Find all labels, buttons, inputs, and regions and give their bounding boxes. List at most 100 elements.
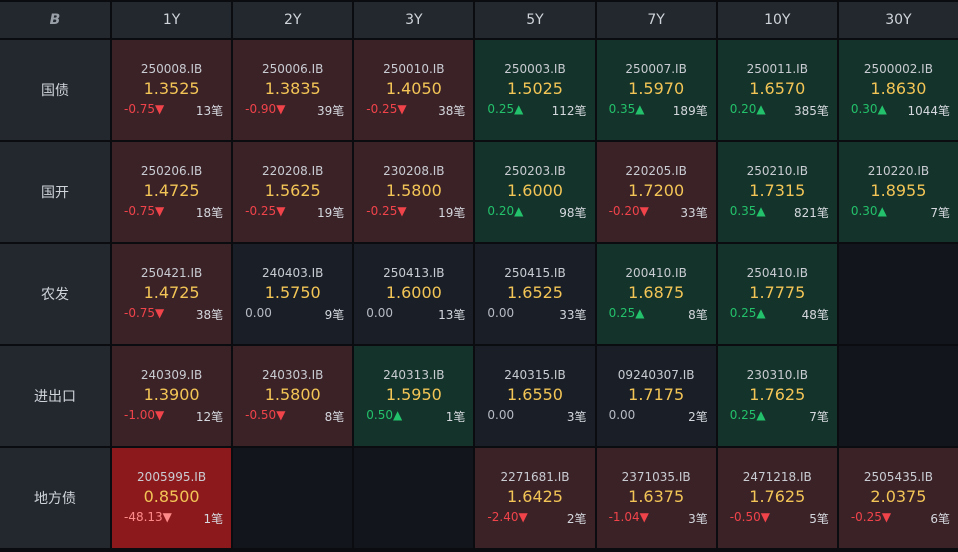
bond-code: 2471218.IB xyxy=(742,469,812,484)
empty-cell xyxy=(838,244,958,344)
row-label[interactable]: 进出口 xyxy=(0,346,110,446)
bond-cell[interactable]: 240403.IB 1.5750 0.00 9笔 xyxy=(233,244,353,344)
bond-meta: -2.40▼ 2笔 xyxy=(475,510,594,527)
bond-cell[interactable]: 250006.IB 1.3835 -0.90▼ 39笔 xyxy=(233,40,353,140)
bond-yield: 2.0375 xyxy=(870,486,927,506)
bond-code: 230208.IB xyxy=(383,163,445,178)
bond-code: 250203.IB xyxy=(504,163,566,178)
yield-change: 0.00 xyxy=(487,407,515,422)
bond-yield: 1.4050 xyxy=(385,78,442,98)
bond-cell[interactable]: 220205.IB 1.7200 -0.20▼ 33笔 xyxy=(596,142,716,242)
bond-cell[interactable]: 250206.IB 1.4725 -0.75▼ 18笔 xyxy=(112,142,232,242)
bond-cell[interactable]: 250003.IB 1.5025 0.25▲ 112笔 xyxy=(475,40,595,140)
bond-code: 250006.IB xyxy=(262,61,324,76)
row-label[interactable]: 国开 xyxy=(0,142,110,242)
bond-meta: 0.25▲ 8笔 xyxy=(597,306,716,323)
bond-meta: 0.50▲ 1笔 xyxy=(354,408,473,425)
bond-meta: 0.30▲ 1044笔 xyxy=(839,102,958,119)
bond-cell[interactable]: 250011.IB 1.6570 0.20▲ 385笔 xyxy=(717,40,837,140)
bond-code: 250011.IB xyxy=(746,61,808,76)
trade-count: 18笔 xyxy=(195,205,224,220)
bond-meta: -1.04▼ 3笔 xyxy=(597,510,716,527)
row-label[interactable]: 国债 xyxy=(0,40,110,140)
bond-meta: 0.35▲ 821笔 xyxy=(718,204,837,221)
empty-cell xyxy=(233,448,353,548)
trade-count: 1笔 xyxy=(203,511,224,526)
trade-count: 38笔 xyxy=(438,103,466,118)
bond-yield: 1.6000 xyxy=(385,282,442,302)
bond-cell[interactable]: 2371035.IB 1.6375 -1.04▼ 3笔 xyxy=(596,448,716,548)
bond-yield: 1.5800 xyxy=(264,384,321,404)
tenor-header-2y[interactable]: 2Y xyxy=(233,2,353,38)
bond-cell[interactable]: 2505435.IB 2.0375 -0.25▼ 6笔 xyxy=(838,448,958,548)
bond-code: 250003.IB xyxy=(504,61,566,76)
bond-yield: 1.6550 xyxy=(507,384,563,404)
bond-cell[interactable]: 220208.IB 1.5625 -0.25▼ 19笔 xyxy=(233,142,353,242)
tenor-header-7y[interactable]: 7Y xyxy=(596,2,716,38)
trade-count: 13笔 xyxy=(438,307,466,322)
bond-cell[interactable]: 240315.IB 1.6550 0.00 3笔 xyxy=(475,346,595,446)
bond-cell[interactable]: 250413.IB 1.6000 0.00 13笔 xyxy=(354,244,474,344)
bond-cell[interactable]: 250421.IB 1.4725 -0.75▼ 38笔 xyxy=(112,244,232,344)
bond-yield: 1.7315 xyxy=(749,180,806,200)
bond-meta: -0.50▼ 5笔 xyxy=(718,510,837,527)
trade-count: 33笔 xyxy=(559,307,587,322)
bond-meta: 0.00 33笔 xyxy=(475,306,594,323)
bond-cell[interactable]: 250007.IB 1.5970 0.35▲ 189笔 xyxy=(596,40,716,140)
bond-cell[interactable]: 250203.IB 1.6000 0.20▲ 98笔 xyxy=(475,142,595,242)
tenor-header-10y[interactable]: 10Y xyxy=(717,2,837,38)
bond-cell[interactable]: 2271681.IB 1.6425 -2.40▼ 2笔 xyxy=(475,448,595,548)
bond-cell[interactable]: 250410.IB 1.7775 0.25▲ 48笔 xyxy=(717,244,837,344)
yield-change: -48.13▼ xyxy=(124,509,172,524)
bond-cell[interactable]: 210220.IB 1.8955 0.30▲ 7笔 xyxy=(838,142,958,242)
bond-cell[interactable]: 09240307.IB 1.7175 0.00 2笔 xyxy=(596,346,716,446)
row-label[interactable]: 地方债 xyxy=(0,448,110,548)
bond-cell[interactable]: 240313.IB 1.5950 0.50▲ 1笔 xyxy=(354,346,474,446)
brand-logo-icon: B xyxy=(49,12,61,28)
bond-meta: 0.20▲ 98笔 xyxy=(475,204,594,221)
trade-count: 39笔 xyxy=(317,103,345,118)
tenor-header-30y[interactable]: 30Y xyxy=(838,2,958,38)
trade-count: 19笔 xyxy=(317,205,345,220)
bond-code: 240313.IB xyxy=(383,367,445,382)
bond-cell[interactable]: 230208.IB 1.5800 -0.25▼ 19笔 xyxy=(354,142,474,242)
bond-yield: 1.7625 xyxy=(749,486,806,506)
bond-yield: 1.3525 xyxy=(143,78,200,98)
trade-count: 5笔 xyxy=(809,511,829,526)
bond-yield: 1.6525 xyxy=(507,282,563,302)
bond-cell[interactable]: 200410.IB 1.6875 0.25▲ 8笔 xyxy=(596,244,716,344)
tenor-header-1y[interactable]: 1Y xyxy=(112,2,232,38)
bond-cell[interactable]: 250010.IB 1.4050 -0.25▼ 38笔 xyxy=(354,40,474,140)
yield-change: -0.75▼ xyxy=(124,101,165,116)
bond-cell[interactable]: 2005995.IB 0.8500 -48.13▼ 1笔 xyxy=(112,448,232,548)
bond-yield: 1.4725 xyxy=(143,282,200,302)
bond-cell[interactable]: 230310.IB 1.7625 0.25▲ 7笔 xyxy=(717,346,837,446)
yield-change: -1.04▼ xyxy=(608,509,649,524)
yield-change: 0.25▲ xyxy=(729,407,766,422)
bond-yield: 1.8955 xyxy=(870,180,927,200)
bond-cell[interactable]: 2500002.IB 1.8630 0.30▲ 1044笔 xyxy=(838,40,958,140)
bond-cell[interactable]: 250008.IB 1.3525 -0.75▼ 13笔 xyxy=(112,40,232,140)
bond-code: 240403.IB xyxy=(262,265,324,280)
yield-change: 0.00 xyxy=(245,305,272,320)
bond-yield: 1.5625 xyxy=(264,180,321,200)
bond-meta: -0.25▼ 19笔 xyxy=(233,204,352,221)
bond-meta: -0.25▼ 38笔 xyxy=(354,102,473,119)
bond-meta: -0.25▼ 6笔 xyxy=(839,510,958,527)
bond-cell[interactable]: 2471218.IB 1.7625 -0.50▼ 5笔 xyxy=(717,448,837,548)
bond-cell[interactable]: 250210.IB 1.7315 0.35▲ 821笔 xyxy=(717,142,837,242)
bond-yield: 1.6875 xyxy=(628,282,685,302)
yield-change: -0.75▼ xyxy=(124,305,165,320)
tenor-header-3y[interactable]: 3Y xyxy=(354,2,474,38)
bond-cell[interactable]: 250415.IB 1.6525 0.00 33笔 xyxy=(475,244,595,344)
trade-count: 2笔 xyxy=(566,511,587,526)
yield-change: 0.35▲ xyxy=(729,203,766,218)
tenor-header-5y[interactable]: 5Y xyxy=(475,2,595,38)
bond-meta: 0.35▲ 189笔 xyxy=(597,102,716,119)
bond-yield: 1.6425 xyxy=(507,486,563,506)
bond-cell[interactable]: 240303.IB 1.5800 -0.50▼ 8笔 xyxy=(233,346,353,446)
bond-code: 220205.IB xyxy=(625,163,687,178)
trade-count: 7笔 xyxy=(930,205,950,220)
bond-cell[interactable]: 240309.IB 1.3900 -1.00▼ 12笔 xyxy=(112,346,232,446)
row-label[interactable]: 农发 xyxy=(0,244,110,344)
